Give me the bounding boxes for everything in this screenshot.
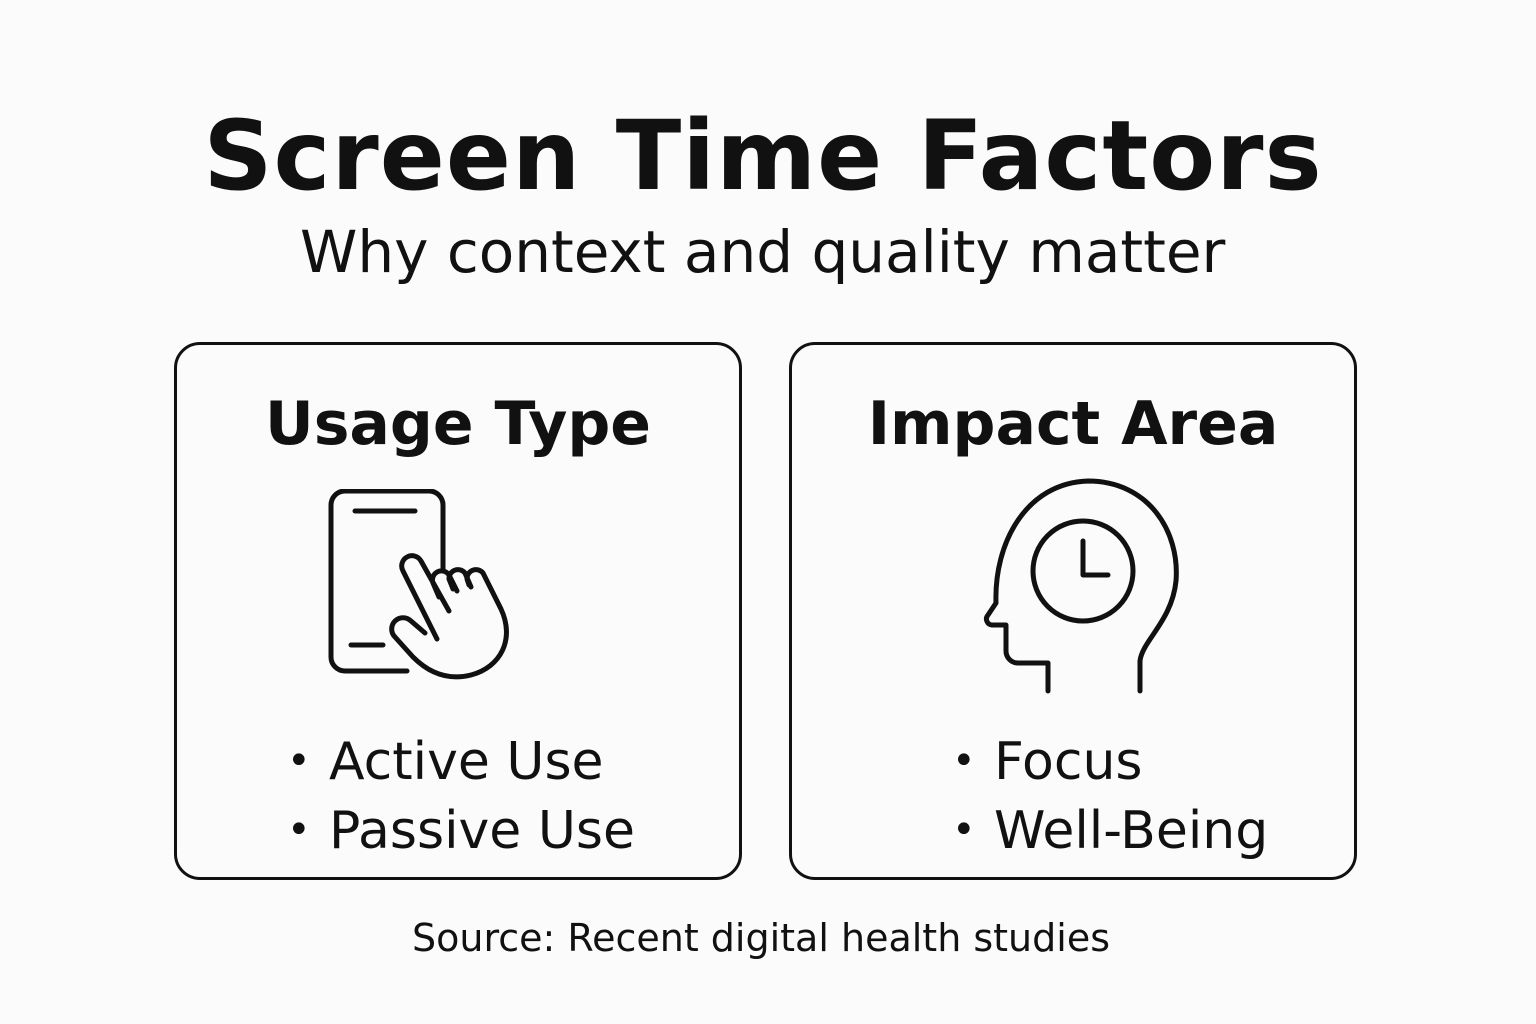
source-note: Source: Recent digital health studies [412,916,1110,960]
list-item: Passive Use [287,798,635,867]
list-item: Focus [952,729,1268,798]
card-impact-area: Impact Area Focus Well-Being [789,342,1357,880]
page-subtitle: Why context and quality matter [300,218,1226,286]
card-heading: Impact Area [867,389,1279,459]
head-clock-icon [983,478,1179,694]
card-usage-type: Usage Type Active Use Passive Use [174,342,742,880]
usage-type-list: Active Use Passive Use [287,729,635,867]
page-title: Screen Time Factors [203,100,1323,212]
list-item: Well-Being [952,798,1268,867]
card-heading: Usage Type [264,389,651,459]
phone-tap-icon [328,489,509,680]
list-item: Active Use [287,729,635,798]
impact-area-list: Focus Well-Being [952,729,1268,867]
